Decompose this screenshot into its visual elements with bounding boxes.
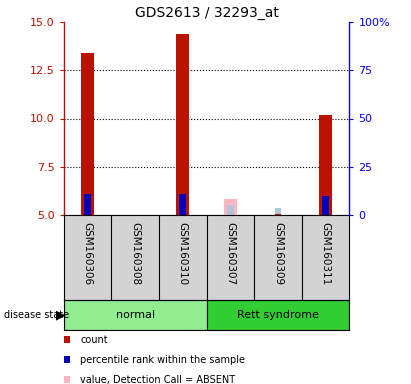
Text: normal: normal <box>115 310 155 320</box>
Text: Rett syndrome: Rett syndrome <box>237 310 319 320</box>
Bar <box>206 300 349 330</box>
Text: GSM160310: GSM160310 <box>178 222 188 285</box>
Text: disease state: disease state <box>4 310 69 320</box>
Bar <box>81 53 94 215</box>
Text: GSM160311: GSM160311 <box>321 222 330 285</box>
Bar <box>319 115 332 215</box>
Bar <box>227 205 234 215</box>
Bar <box>179 194 186 215</box>
Bar <box>176 33 189 215</box>
Text: count: count <box>80 334 108 344</box>
Text: GSM160309: GSM160309 <box>273 222 283 285</box>
Bar <box>275 208 281 215</box>
Text: GSM160307: GSM160307 <box>225 222 236 285</box>
Bar <box>84 194 91 215</box>
Bar <box>322 196 329 215</box>
Text: GSM160306: GSM160306 <box>83 222 92 285</box>
Bar <box>64 300 206 330</box>
Bar <box>275 214 281 215</box>
Text: percentile rank within the sample: percentile rank within the sample <box>80 354 245 364</box>
Text: value, Detection Call = ABSENT: value, Detection Call = ABSENT <box>80 374 235 384</box>
Title: GDS2613 / 32293_at: GDS2613 / 32293_at <box>134 6 279 20</box>
Text: GSM160308: GSM160308 <box>130 222 140 285</box>
Bar <box>224 199 237 215</box>
Text: ▶: ▶ <box>55 308 65 321</box>
